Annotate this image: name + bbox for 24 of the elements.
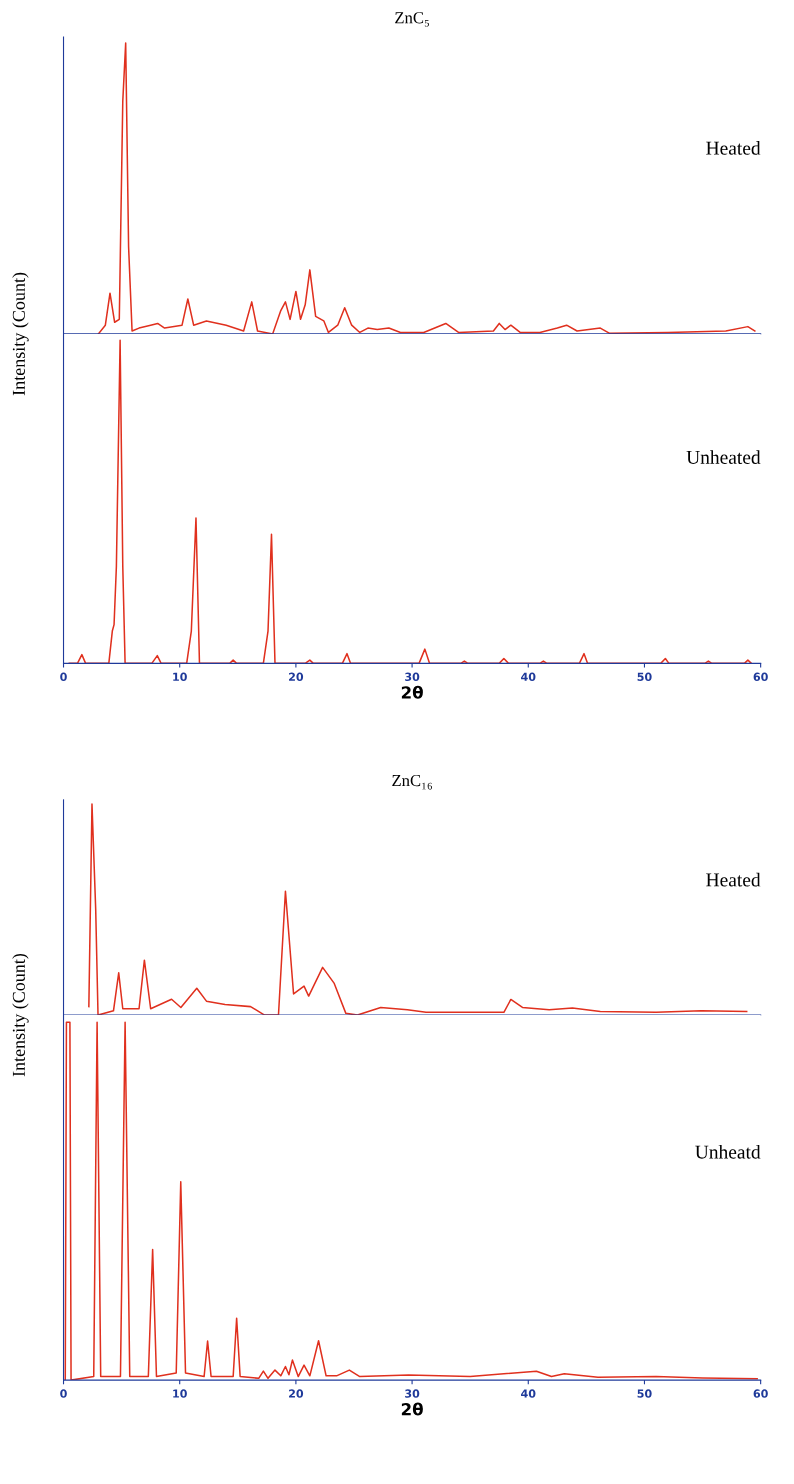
x-axis-title: 2θ bbox=[401, 1402, 423, 1416]
x-tick-label: 40 bbox=[521, 1389, 536, 1398]
annotation: Heated bbox=[706, 872, 761, 887]
x-tick-label: 0 bbox=[60, 1389, 67, 1398]
x-tick-label: 30 bbox=[405, 672, 420, 681]
x-tick-label: 60 bbox=[753, 672, 768, 681]
x-tick-label: 60 bbox=[753, 1389, 768, 1398]
annotation: Heated bbox=[706, 141, 761, 155]
x-tick-label: 10 bbox=[173, 1389, 187, 1398]
y-axis-title: Intensity (Count) bbox=[12, 953, 29, 1077]
x-tick-label: 20 bbox=[289, 1389, 304, 1398]
chart-title: ZnC₅ bbox=[395, 12, 429, 27]
x-tick-label: 30 bbox=[405, 1389, 420, 1398]
x-tick-label: 10 bbox=[173, 672, 187, 681]
x-axis-title: 2θ bbox=[401, 685, 423, 699]
x-tick-label: 50 bbox=[637, 1389, 652, 1398]
x-tick-label: 40 bbox=[521, 672, 536, 681]
chart-title: ZnC₁₆ bbox=[392, 774, 432, 790]
x-tick-label: 20 bbox=[289, 672, 304, 681]
y-axis-title: Intensity (Count) bbox=[12, 272, 29, 396]
x-tick-label: 50 bbox=[637, 672, 652, 681]
x-tick-label: 0 bbox=[60, 672, 67, 681]
annotation: Unheatd bbox=[695, 1144, 761, 1159]
annotation: Unheated bbox=[686, 450, 761, 464]
